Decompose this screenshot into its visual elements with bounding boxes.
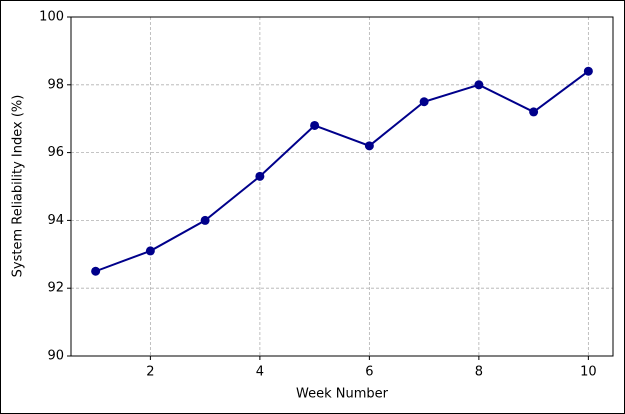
data-point <box>474 80 484 90</box>
data-point <box>200 215 210 225</box>
x-tick-label: 2 <box>146 365 154 380</box>
y-tick-label: 92 <box>47 281 64 296</box>
data-point <box>583 66 593 76</box>
data-point <box>529 107 539 117</box>
data-point <box>364 141 374 151</box>
data-point <box>91 266 101 276</box>
data-point <box>145 246 155 256</box>
x-tick-label: 8 <box>475 365 483 380</box>
y-tick-label: 90 <box>47 349 64 364</box>
y-tick-label: 96 <box>47 145 64 160</box>
x-tick-label: 10 <box>580 365 597 380</box>
x-tick-label: 6 <box>365 365 373 380</box>
y-tick-label: 94 <box>47 213 64 228</box>
data-point <box>255 171 265 181</box>
data-line <box>95 70 589 273</box>
data-point <box>419 97 429 107</box>
x-tick-label: 4 <box>256 365 264 380</box>
data-point <box>310 120 320 130</box>
plot-area <box>70 16 614 357</box>
y-axis-label: System Reliability Index (%) <box>11 95 26 278</box>
x-axis-label: Week Number <box>296 387 389 402</box>
y-tick-label: 100 <box>39 10 64 25</box>
y-tick-label: 98 <box>47 77 64 92</box>
